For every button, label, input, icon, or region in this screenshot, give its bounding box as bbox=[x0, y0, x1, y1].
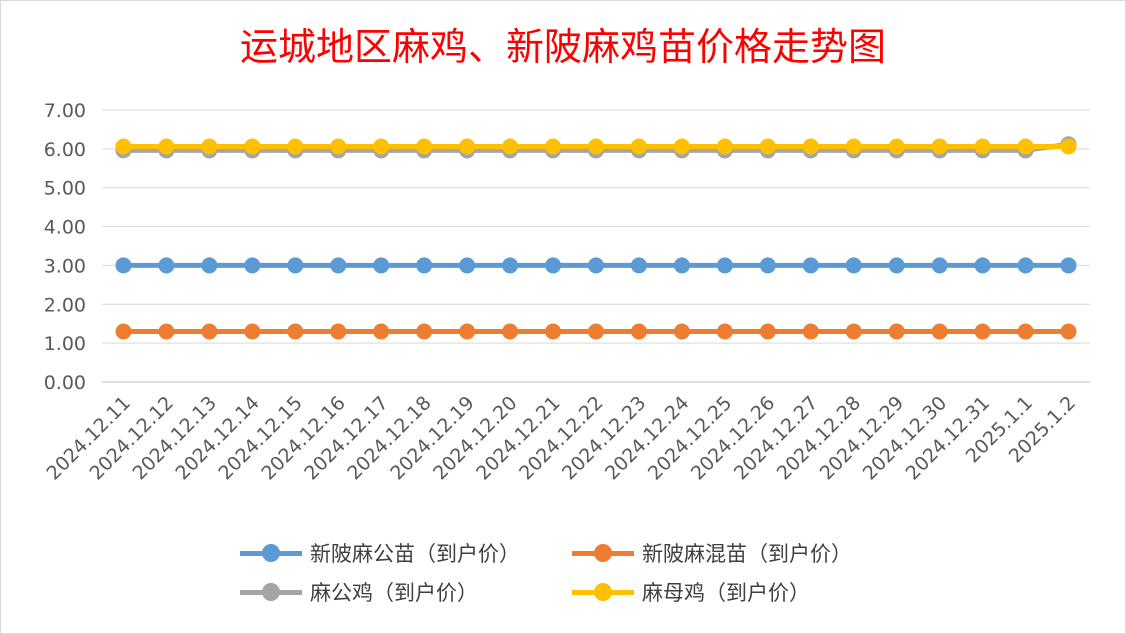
data-point[interactable] bbox=[287, 323, 304, 340]
series-2 bbox=[115, 323, 1077, 340]
data-point[interactable] bbox=[673, 257, 690, 274]
data-point[interactable] bbox=[974, 138, 991, 155]
series-4 bbox=[115, 138, 1077, 155]
data-point[interactable] bbox=[115, 138, 132, 155]
data-point[interactable] bbox=[1017, 257, 1034, 274]
data-point[interactable] bbox=[416, 323, 433, 340]
data-point[interactable] bbox=[244, 138, 261, 155]
data-point[interactable] bbox=[244, 323, 261, 340]
legend-swatch-3 bbox=[240, 580, 302, 604]
data-point[interactable] bbox=[330, 257, 347, 274]
legend-label-3: 麻公鸡（到户价） bbox=[310, 581, 478, 605]
y-tick-label: 3.00 bbox=[44, 255, 86, 277]
legend-item-series-1[interactable]: 新陂麻公苗（到户价） bbox=[240, 538, 520, 568]
data-point[interactable] bbox=[588, 138, 604, 155]
y-tick-label: 2.00 bbox=[44, 294, 86, 316]
data-point[interactable] bbox=[845, 257, 862, 274]
data-point[interactable] bbox=[759, 257, 776, 274]
data-point[interactable] bbox=[630, 138, 647, 155]
data-point[interactable] bbox=[416, 257, 433, 274]
y-tick-label: 5.00 bbox=[44, 178, 86, 200]
data-point[interactable] bbox=[330, 323, 347, 340]
data-point[interactable] bbox=[459, 323, 476, 340]
data-point[interactable] bbox=[201, 138, 218, 155]
chart-legend: 新陂麻公苗（到户价） 新陂麻混苗（到户价） 麻公鸡（到户价） 麻母鸡（到户价） bbox=[0, 530, 1126, 620]
data-point[interactable] bbox=[201, 323, 218, 340]
data-point[interactable] bbox=[459, 138, 476, 155]
data-point[interactable] bbox=[931, 257, 948, 274]
data-point[interactable] bbox=[845, 138, 862, 155]
legend-swatch-4 bbox=[572, 580, 634, 604]
data-point[interactable] bbox=[115, 323, 132, 340]
data-point[interactable] bbox=[545, 257, 562, 274]
data-point[interactable] bbox=[244, 257, 261, 274]
data-point[interactable] bbox=[545, 138, 562, 155]
legend-item-series-3[interactable]: 麻公鸡（到户价） bbox=[240, 577, 478, 607]
data-point[interactable] bbox=[588, 323, 604, 340]
legend-label-4: 麻母鸡（到户价） bbox=[642, 581, 810, 605]
data-point[interactable] bbox=[588, 257, 604, 274]
data-point[interactable] bbox=[974, 323, 991, 340]
series-1 bbox=[115, 257, 1077, 274]
data-point[interactable] bbox=[1060, 323, 1077, 340]
data-point[interactable] bbox=[459, 257, 476, 274]
data-point[interactable] bbox=[673, 138, 690, 155]
data-point[interactable] bbox=[716, 323, 733, 340]
legend-item-series-4[interactable]: 麻母鸡（到户价） bbox=[572, 577, 810, 607]
data-point[interactable] bbox=[716, 257, 733, 274]
data-point[interactable] bbox=[287, 257, 304, 274]
data-point[interactable] bbox=[545, 323, 562, 340]
y-tick-label: 1.00 bbox=[44, 333, 86, 355]
y-tick-label: 0.00 bbox=[44, 372, 86, 394]
data-point[interactable] bbox=[759, 323, 776, 340]
data-point[interactable] bbox=[845, 323, 862, 340]
data-point[interactable] bbox=[115, 257, 132, 274]
data-point[interactable] bbox=[502, 323, 519, 340]
data-point[interactable] bbox=[158, 138, 175, 155]
data-point[interactable] bbox=[373, 323, 390, 340]
data-point[interactable] bbox=[888, 257, 905, 274]
legend-swatch-1 bbox=[240, 541, 302, 565]
legend-swatch-2 bbox=[572, 541, 634, 565]
data-point[interactable] bbox=[1060, 138, 1077, 155]
data-point[interactable] bbox=[630, 323, 647, 340]
data-point[interactable] bbox=[1060, 257, 1077, 274]
chart-title: 运城地区麻鸡、新陂麻鸡苗价格走势图 bbox=[239, 25, 886, 69]
data-point[interactable] bbox=[416, 138, 433, 155]
data-point[interactable] bbox=[716, 138, 733, 155]
data-point[interactable] bbox=[1017, 323, 1034, 340]
data-point[interactable] bbox=[502, 257, 519, 274]
data-point[interactable] bbox=[802, 138, 819, 155]
legend-label-2: 新陂麻混苗（到户价） bbox=[642, 542, 852, 566]
data-point[interactable] bbox=[502, 138, 519, 155]
data-point[interactable] bbox=[158, 257, 175, 274]
y-tick-label: 4.00 bbox=[44, 217, 86, 239]
data-point[interactable] bbox=[802, 323, 819, 340]
data-point[interactable] bbox=[287, 138, 304, 155]
data-point[interactable] bbox=[759, 138, 776, 155]
data-point[interactable] bbox=[888, 323, 905, 340]
data-point[interactable] bbox=[1017, 138, 1034, 155]
legend-label-1: 新陂麻公苗（到户价） bbox=[310, 542, 520, 566]
data-point[interactable] bbox=[330, 138, 347, 155]
data-point[interactable] bbox=[201, 257, 218, 274]
data-point[interactable] bbox=[373, 257, 390, 274]
data-point[interactable] bbox=[802, 257, 819, 274]
data-point[interactable] bbox=[931, 323, 948, 340]
legend-item-series-2[interactable]: 新陂麻混苗（到户价） bbox=[572, 538, 852, 568]
data-point[interactable] bbox=[158, 323, 175, 340]
data-point[interactable] bbox=[373, 138, 390, 155]
data-point[interactable] bbox=[888, 138, 905, 155]
data-point[interactable] bbox=[974, 257, 991, 274]
y-tick-label: 7.00 bbox=[44, 100, 86, 122]
data-point[interactable] bbox=[673, 323, 690, 340]
data-point[interactable] bbox=[931, 138, 948, 155]
y-tick-label: 6.00 bbox=[44, 139, 86, 161]
data-point[interactable] bbox=[630, 257, 647, 274]
